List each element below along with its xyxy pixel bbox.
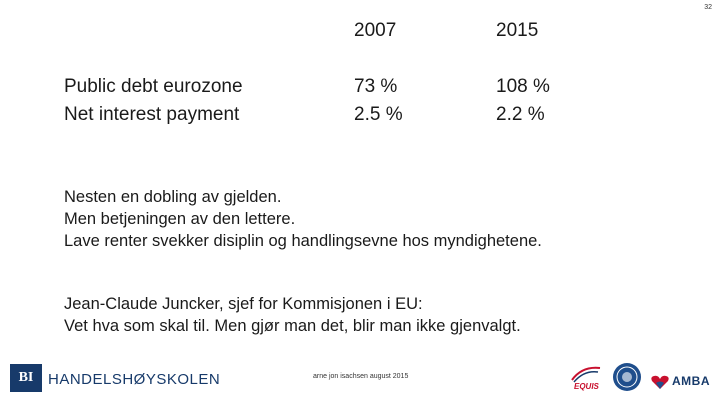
row-label-net-interest: Net interest payment [64,104,240,125]
commentary-line: Lave renter svekker disiplin og handling… [64,232,542,250]
school-name: HANDELSHØYSKOLEN [48,371,221,388]
row-label-public-debt: Public debt eurozone [64,76,243,97]
author-credit: arne jon isachsen august 2015 [313,373,409,380]
amba-heart-icon [651,375,669,389]
cell-net-interest-2007: 2.5 % [354,104,403,125]
cell-public-debt-2015: 108 % [496,76,550,97]
footer: BI HANDELSHØYSKOLEN arne jon isachsen au… [0,356,720,405]
aacsb-seal-logo [612,362,642,392]
equis-swoosh-icon [571,366,601,383]
equis-label: EQUIS [574,382,599,391]
amba-logo: AMBA [648,364,714,396]
seal-icon [613,363,641,391]
cell-public-debt-2007: 73 % [354,76,398,97]
quote-line: Vet hva som skal til. Men gjør man det, … [64,317,521,335]
commentary-line: Nesten en dobling av gjelden. [64,188,282,206]
equis-logo: EQUIS [566,362,606,396]
commentary-paragraph: Nesten en dobling av gjelden. Men betjen… [64,186,542,252]
commentary-line: Men betjeningen av den lettere. [64,210,296,228]
amba-label: AMBA [672,374,710,388]
column-header-2015: 2015 [496,20,539,41]
column-header-2007: 2007 [354,20,397,41]
page-number: 32 [704,4,712,11]
quote-line: Jean-Claude Juncker, sjef for Kommisjone… [64,295,423,313]
cell-net-interest-2015: 2.2 % [496,104,545,125]
bi-logo: BI [10,364,42,392]
quote-paragraph: Jean-Claude Juncker, sjef for Kommisjone… [64,293,521,337]
